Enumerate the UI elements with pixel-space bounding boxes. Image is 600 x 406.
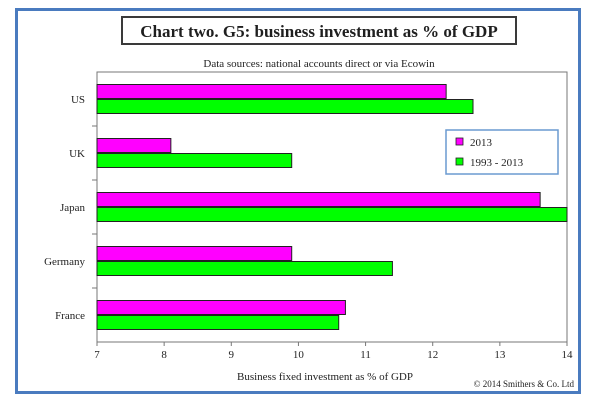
- category-label: US: [71, 94, 85, 106]
- legend-swatch: [455, 137, 464, 146]
- y-tick-marks: [92, 125, 97, 289]
- bar-uk-2013: [96, 138, 172, 153]
- x-tick-label: 13: [494, 349, 506, 361]
- legend-swatch: [455, 157, 464, 166]
- bar-france-1993-2013: [96, 315, 340, 330]
- legend-box: [445, 129, 559, 175]
- x-tick-label: 14: [562, 349, 574, 361]
- x-tick-marks: [96, 342, 568, 346]
- x-tick-label: 8: [161, 349, 167, 361]
- copyright-text: © 2014 Smithers & Co. Ltd: [474, 379, 575, 389]
- category-label: UK: [69, 148, 85, 160]
- bar-germany-2013: [96, 246, 293, 261]
- x-tick-label: 9: [229, 349, 235, 361]
- x-tick-label: 11: [360, 349, 371, 361]
- chart-subtitle: Data sources: national accounts direct o…: [203, 58, 435, 70]
- bar-germany-1993-2013: [96, 261, 393, 276]
- x-axis-label: Business fixed investment as % of GDP: [237, 371, 413, 383]
- bar-france-2013: [96, 300, 346, 315]
- category-label: Japan: [60, 202, 86, 214]
- bars-group: [96, 84, 568, 330]
- bar-us-1993-2013: [96, 99, 474, 114]
- bar-japan-2013: [96, 192, 541, 207]
- legend-label: 2013: [470, 137, 493, 149]
- bar-uk-1993-2013: [96, 153, 293, 168]
- title-box: [121, 16, 517, 45]
- bar-japan-1993-2013: [96, 207, 568, 222]
- bar-us-2013: [96, 84, 447, 99]
- x-tick-label: 7: [94, 349, 100, 361]
- legend-label: 1993 - 2013: [470, 157, 524, 169]
- x-tick-label: 10: [293, 349, 305, 361]
- x-tick-labels: 7 8 9 10 11 12 13 14: [94, 349, 573, 361]
- category-label: Germany: [44, 256, 85, 268]
- chart-title: Chart two. G5: business investment as % …: [140, 22, 497, 41]
- category-labels: US UK Japan Germany France: [44, 94, 85, 322]
- legend: 2013 1993 - 2013: [455, 137, 524, 169]
- x-tick-label: 12: [427, 349, 438, 361]
- category-label: France: [55, 310, 85, 322]
